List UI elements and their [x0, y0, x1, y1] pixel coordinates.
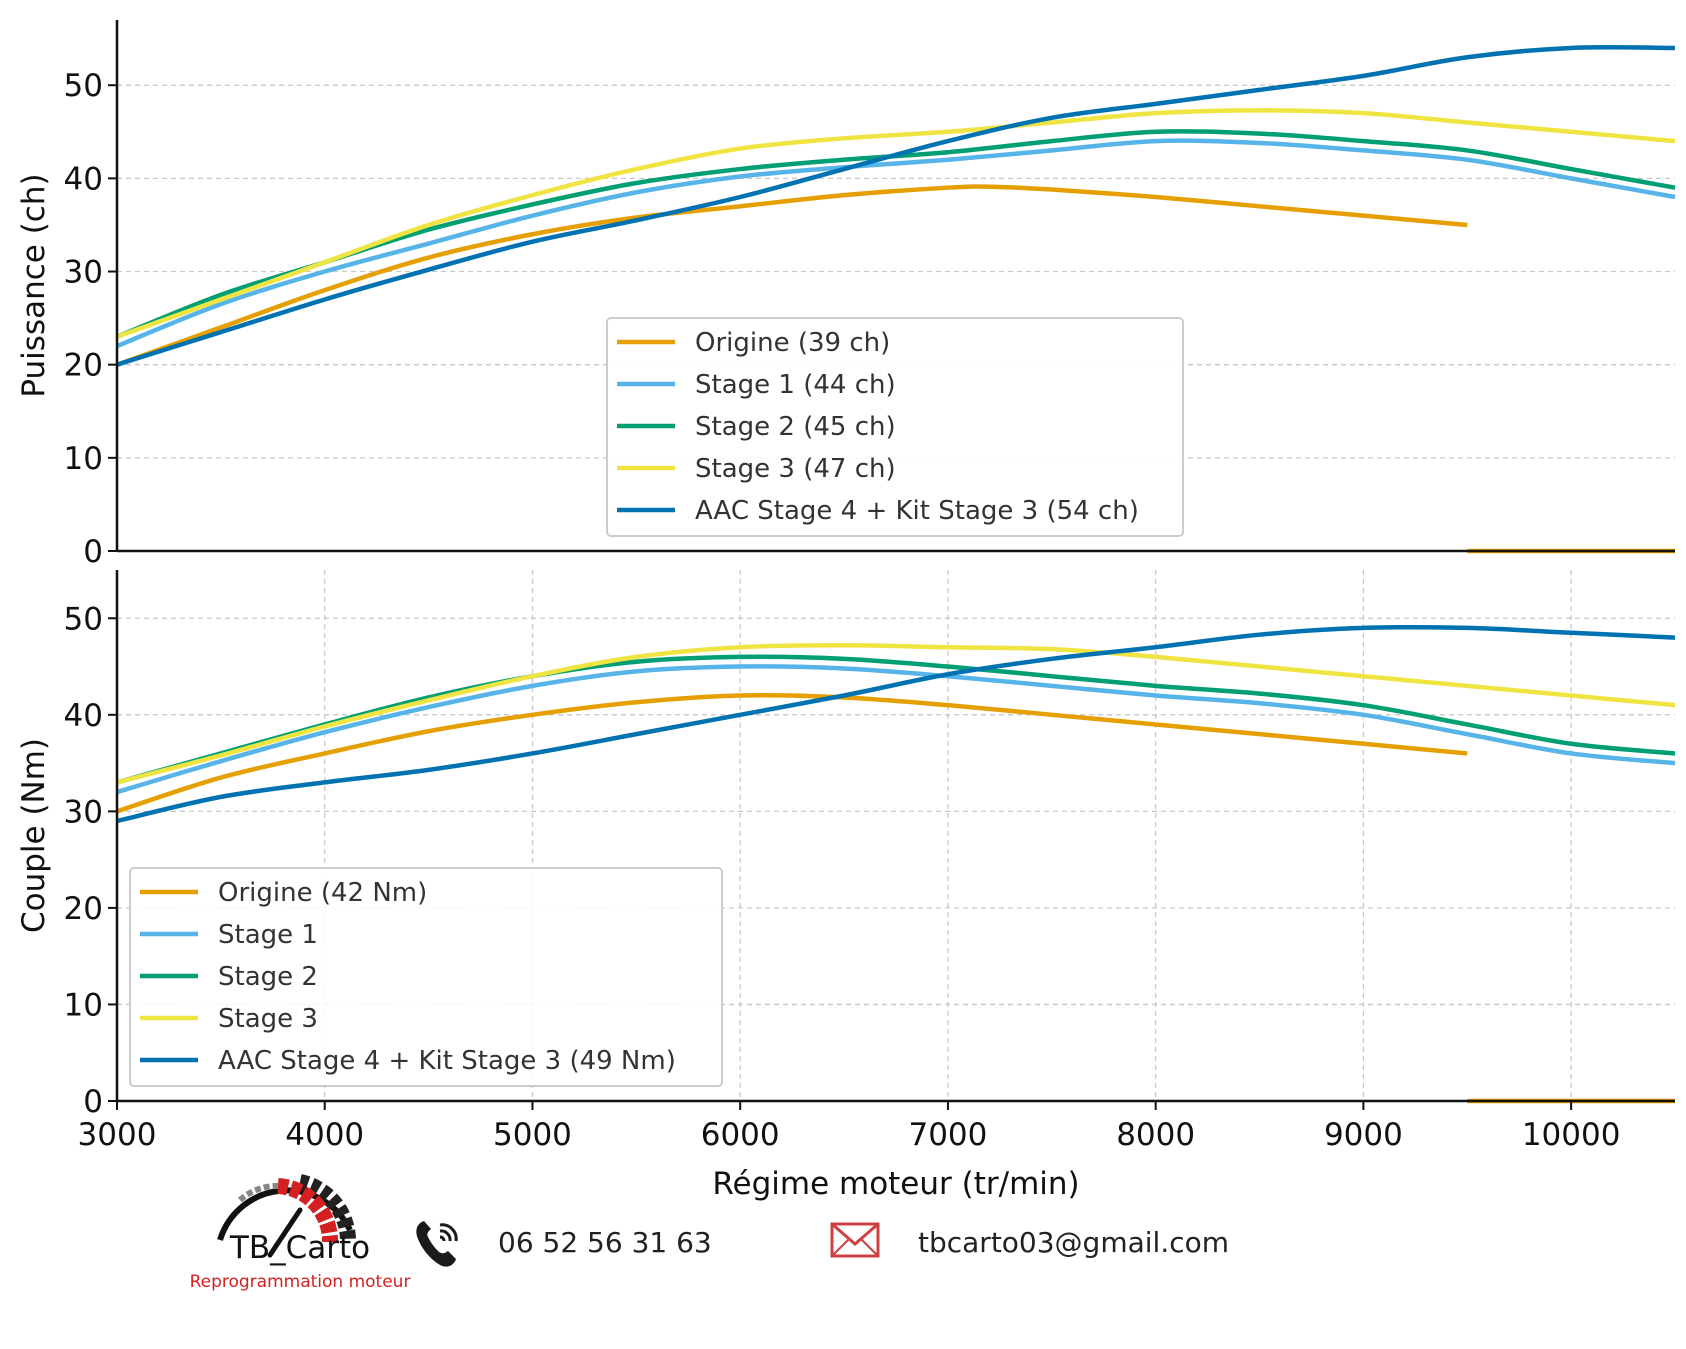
- y-tick-label: 50: [64, 68, 103, 104]
- legend-label: Stage 3: [218, 1004, 318, 1034]
- legend-label: AAC Stage 4 + Kit Stage 3 (54 ch): [695, 496, 1139, 526]
- y-tick-label: 10: [64, 987, 103, 1023]
- x-tick-label: 3000: [78, 1117, 157, 1153]
- x-tick-label: 6000: [701, 1117, 780, 1153]
- series-line: [116, 138, 1676, 349]
- legend-label: Stage 2: [218, 962, 318, 992]
- x-tick-label: 7000: [908, 1117, 987, 1153]
- y-tick-label: 40: [64, 698, 103, 734]
- x-tick-label: 5000: [493, 1117, 572, 1153]
- legend-label: Stage 1 (44 ch): [695, 370, 896, 400]
- phone-number[interactable]: 06 52 56 31 63: [498, 1226, 712, 1259]
- phone-icon: [416, 1221, 458, 1267]
- y-tick-label: 30: [64, 255, 103, 291]
- legend-box: [606, 317, 1184, 537]
- x-tick-label: 10000: [1522, 1117, 1621, 1153]
- legend-label: Origine (39 ch): [695, 328, 890, 358]
- legend-label: Origine (42 Nm): [218, 878, 427, 908]
- legend-label: Stage 1: [218, 920, 318, 950]
- y-tick-label: 0: [83, 1084, 103, 1120]
- brand-name: TB_Carto: [229, 1230, 371, 1266]
- series-line: [116, 624, 1676, 824]
- y-axis-label: Couple (Nm): [16, 738, 52, 933]
- y-tick-label: 30: [64, 794, 103, 830]
- series-line: [116, 664, 1676, 795]
- y-tick-label: 20: [64, 891, 103, 927]
- y-axis-label: Puissance (ch): [16, 173, 52, 397]
- y-tick-label: 50: [64, 601, 103, 637]
- email-address[interactable]: tbcarto03@gmail.com: [918, 1226, 1230, 1259]
- legend-label: Stage 2 (45 ch): [695, 412, 896, 442]
- y-tick-label: 0: [83, 534, 103, 570]
- mail-icon: [830, 1222, 880, 1258]
- legend-label: Stage 3 (47 ch): [695, 454, 896, 484]
- y-tick-label: 40: [64, 161, 103, 197]
- series-line: [116, 184, 1468, 367]
- x-tick-label: 8000: [1116, 1117, 1195, 1153]
- series-line: [116, 693, 1468, 814]
- series-line: [116, 643, 1676, 785]
- x-tick-label: 4000: [285, 1117, 364, 1153]
- series-line: [116, 108, 1676, 339]
- tb-carto-logo-icon: [217, 1174, 356, 1258]
- y-tick-label: 10: [64, 441, 103, 477]
- x-axis-label: Régime moteur (tr/min): [712, 1166, 1079, 1202]
- legend-box: [129, 867, 723, 1087]
- brand-tagline: Reprogrammation moteur: [189, 1272, 411, 1292]
- y-tick-label: 20: [64, 348, 103, 384]
- series-line: [116, 45, 1676, 367]
- legend-label: AAC Stage 4 + Kit Stage 3 (49 Nm): [218, 1046, 676, 1076]
- x-tick-label: 9000: [1324, 1117, 1403, 1153]
- series-line: [116, 654, 1676, 785]
